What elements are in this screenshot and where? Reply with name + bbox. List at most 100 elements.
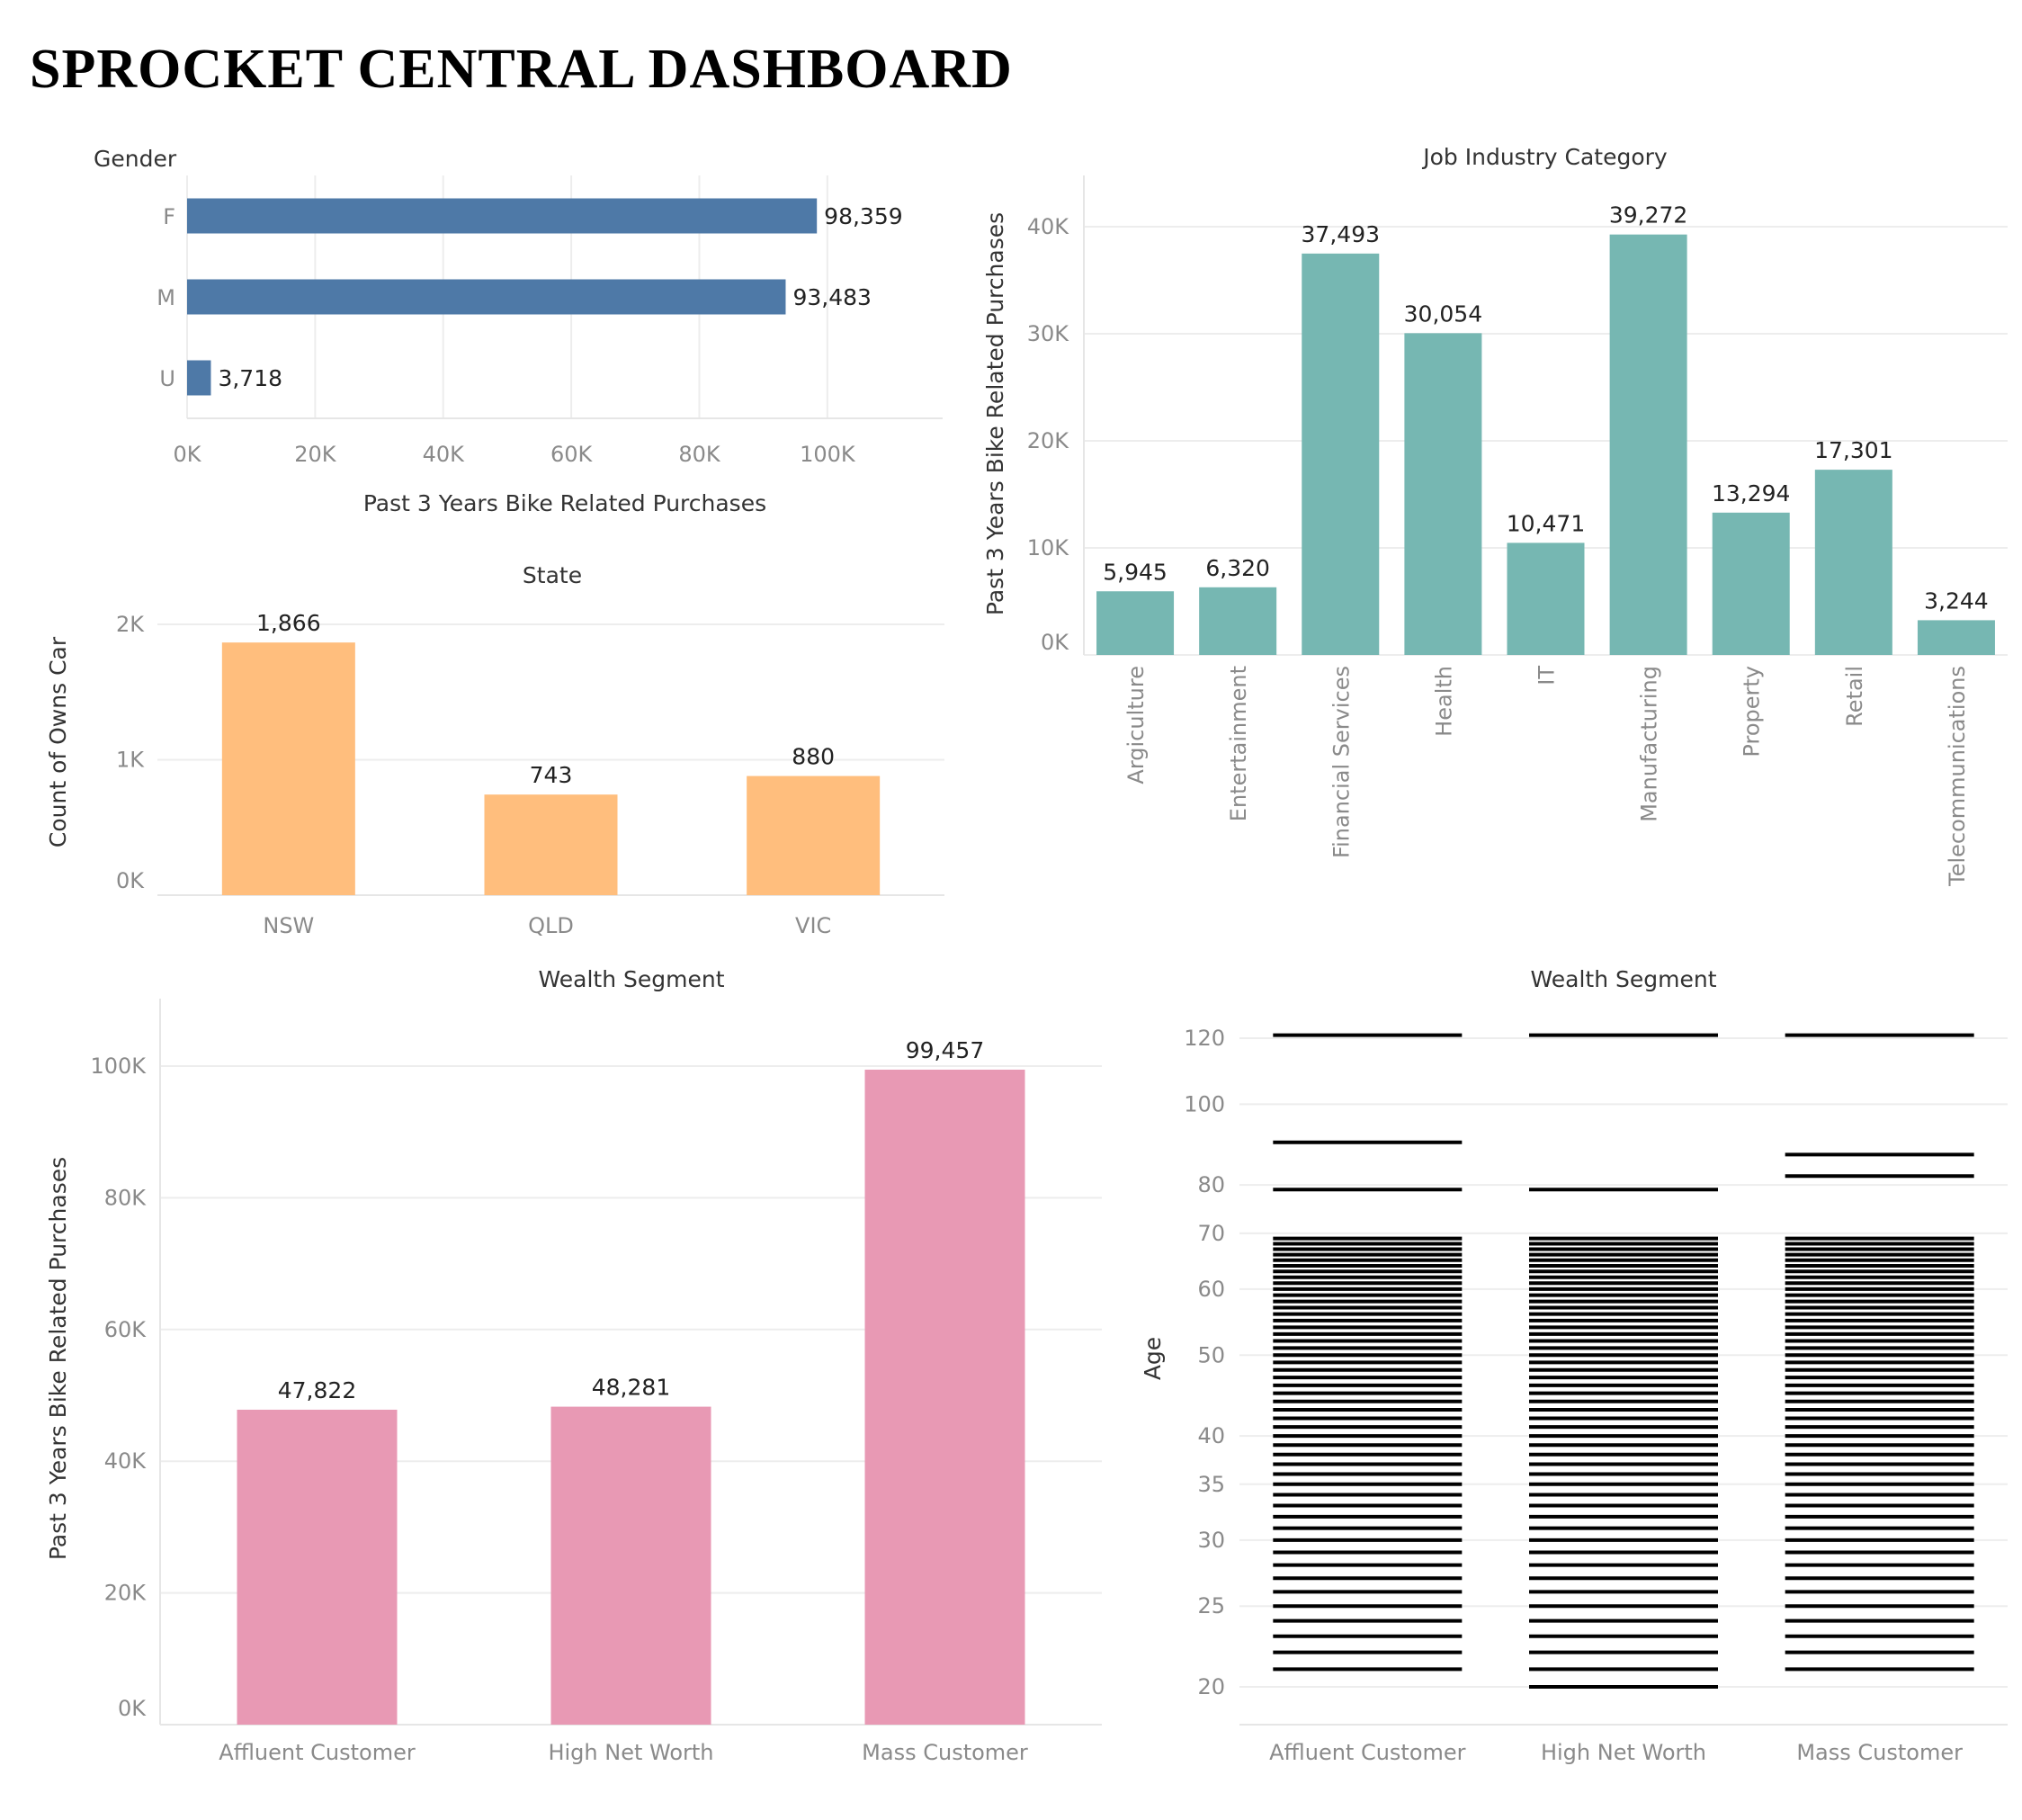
job-industry-bar: [1302, 253, 1380, 655]
wealth-age-category-label: Mass Customer: [1796, 1740, 1963, 1765]
state-tick-label: 2K: [116, 612, 145, 637]
wealth-age-tick-label: 50: [1197, 1342, 1225, 1367]
wealth-age-category-label: High Net Worth: [1541, 1740, 1706, 1765]
job-industry-bar: [1507, 542, 1585, 655]
gender-bar: [187, 360, 211, 396]
wealth-age-tick-label: 100: [1184, 1091, 1225, 1116]
job-industry-bar: [1096, 591, 1175, 655]
job-industry-bar: [1917, 620, 1995, 655]
state-category-label: NSW: [263, 913, 314, 938]
gender-category-label: F: [163, 204, 175, 229]
wealth-purchases-category-label: Mass Customer: [862, 1740, 1028, 1765]
job-industry-category-label: Health: [1431, 666, 1456, 737]
gender-x-axis-title: Past 3 Years Bike Related Purchases: [363, 490, 766, 516]
wealth-age-category-label: Affluent Customer: [1269, 1740, 1466, 1765]
gender-tick-label: 100K: [800, 442, 856, 467]
job-industry-y-axis-title: Past 3 Years Bike Related Purchases: [982, 212, 1008, 615]
gender-category-label: U: [159, 366, 175, 391]
wealth-purchases-bar: [864, 1069, 1025, 1725]
wealth-purchases-tick-label: 60K: [104, 1317, 148, 1342]
gender-value-label: 3,718: [218, 365, 282, 391]
state-bar: [221, 642, 355, 895]
job-industry-value-label: 13,294: [1712, 480, 1790, 507]
wealth-age-tick-label: 35: [1197, 1472, 1225, 1497]
job-industry-value-label: 30,054: [1404, 300, 1482, 327]
state-value-label: 880: [792, 744, 835, 770]
wealth-age-title: Wealth Segment: [1531, 966, 1717, 992]
wealth-purchases-tick-label: 100K: [90, 1053, 147, 1079]
wealth-purchases-category-label: High Net Worth: [548, 1740, 713, 1765]
state-title: State: [523, 562, 582, 588]
wealth-age-tick-label: 25: [1197, 1593, 1225, 1618]
job-industry-title: Job Industry Category: [1421, 144, 1668, 170]
gender-tick-label: 0K: [173, 442, 201, 467]
wealth-purchases-value-label: 48,281: [592, 1375, 670, 1401]
wealth-age-tick-label: 80: [1197, 1172, 1225, 1197]
gender-title: Gender: [94, 146, 177, 172]
state-bar: [747, 776, 881, 895]
wealth-purchases-y-axis-title: Past 3 Years Bike Related Purchases: [45, 1157, 71, 1560]
job-industry-bar: [1814, 470, 1892, 655]
job-industry-bar: [1712, 512, 1790, 655]
wealth-purchases-tick-label: 0K: [118, 1696, 147, 1721]
wealth-age-tick-label: 60: [1197, 1277, 1225, 1302]
state-bar: [484, 794, 618, 895]
state-y-axis-title: Count of Owns Car: [45, 636, 71, 847]
job-industry-category-label: Retail: [1842, 666, 1867, 727]
wealth-age-tick-label: 70: [1197, 1221, 1225, 1246]
wealth-age-tick-label: 40: [1197, 1423, 1225, 1448]
job-industry-category-label: Property: [1740, 666, 1765, 758]
job-industry-tick-label: 30K: [1027, 321, 1070, 346]
gender-category-label: M: [157, 285, 175, 310]
state-value-label: 743: [530, 762, 573, 788]
job-industry-tick-label: 0K: [1041, 630, 1069, 655]
job-industry-value-label: 17,301: [1814, 437, 1892, 463]
gender-tick-label: 60K: [550, 442, 594, 467]
job-industry-tick-label: 40K: [1027, 214, 1070, 239]
wealth-age-tick-label: 20: [1197, 1674, 1225, 1699]
state-category-label: QLD: [528, 913, 574, 938]
wealth-age-tick-label: 30: [1197, 1528, 1225, 1553]
job-industry-value-label: 37,493: [1302, 221, 1380, 247]
wealth-age-y-axis-title: Age: [1140, 1337, 1166, 1380]
job-industry-value-label: 10,471: [1507, 510, 1585, 536]
gender-bar: [187, 198, 818, 234]
state-category-label: VIC: [795, 913, 831, 938]
job-industry-chart: Job Industry Category 0K 10K 20K 30K 40K 5,945…: [982, 144, 2008, 887]
state-tick-label: 0K: [116, 868, 145, 893]
job-industry-value-label: 3,244: [1924, 587, 1989, 614]
job-industry-category-label: Financial Services: [1329, 666, 1354, 858]
job-industry-category-label: Telecommunications: [1945, 666, 1970, 887]
job-industry-tick-label: 20K: [1027, 428, 1070, 453]
wealth-age-tick-label: 120: [1184, 1026, 1225, 1051]
job-industry-category-label: Entertainment: [1226, 666, 1251, 821]
job-industry-bar: [1609, 234, 1687, 655]
gender-value-label: 93,483: [792, 284, 871, 310]
wealth-purchases-value-label: 99,457: [906, 1037, 984, 1063]
job-industry-bar: [1404, 333, 1482, 655]
wealth-purchases-tick-label: 40K: [104, 1448, 148, 1474]
gender-tick-label: 40K: [423, 442, 466, 467]
state-tick-label: 1K: [116, 748, 145, 773]
job-industry-category-label: Manufacturing: [1637, 666, 1662, 822]
wealth-purchases-tick-label: 80K: [104, 1185, 148, 1210]
wealth-purchases-bar: [550, 1406, 711, 1725]
wealth-purchases-chart: Wealth Segment 0K 20K 40K 60K 80K 100K 47,822 Af…: [45, 966, 1102, 1765]
state-value-label: 1,866: [256, 610, 321, 636]
gender-value-label: 98,359: [824, 203, 902, 229]
job-industry-bar: [1199, 587, 1277, 655]
job-industry-tick-label: 10K: [1027, 535, 1070, 560]
job-industry-value-label: 6,320: [1205, 555, 1270, 581]
gender-tick-label: 80K: [678, 442, 721, 467]
wealth-purchases-value-label: 47,822: [278, 1377, 356, 1403]
job-industry-category-label: Argiculture: [1123, 666, 1149, 784]
wealth-purchases-title: Wealth Segment: [539, 966, 725, 992]
wealth-purchases-bar: [237, 1409, 398, 1725]
state-chart: State 0K 1K 2K 1,866 NSW 743 QLD 880 VIC Count of …: [45, 562, 944, 938]
job-industry-value-label: 5,945: [1103, 559, 1168, 585]
gender-chart: Gender 0K 20K 40K 60K 80K 100K F 98,359 M 93,483 U 3…: [94, 146, 943, 516]
wealth-purchases-tick-label: 20K: [104, 1581, 148, 1606]
gender-tick-label: 20K: [294, 442, 337, 467]
gender-bar: [187, 279, 786, 315]
